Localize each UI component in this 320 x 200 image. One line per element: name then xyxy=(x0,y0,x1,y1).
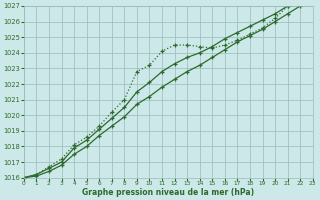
X-axis label: Graphe pression niveau de la mer (hPa): Graphe pression niveau de la mer (hPa) xyxy=(82,188,254,197)
